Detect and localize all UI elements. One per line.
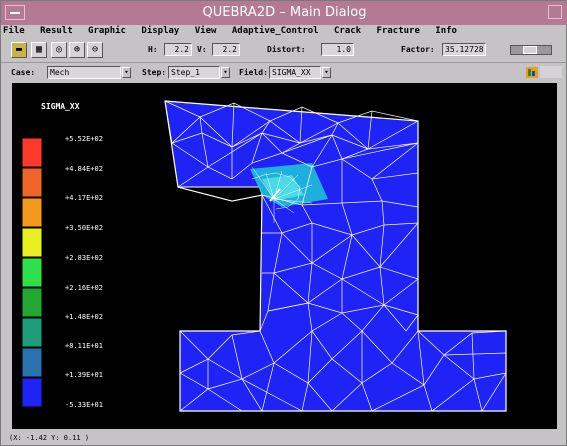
- h-label: H:: [148, 45, 158, 54]
- menu-view[interactable]: View: [194, 26, 217, 36]
- legend-swatch: [21, 347, 43, 378]
- factor-input[interactable]: 35.12728: [442, 43, 486, 56]
- zoom-icon[interactable]: ◎: [51, 42, 67, 58]
- color-legend-bar: [21, 138, 43, 408]
- field-select[interactable]: SIGMA_XX: [269, 66, 321, 79]
- fem-mesh: [164, 100, 507, 412]
- menu-result[interactable]: Result: [40, 26, 73, 36]
- legend-label: +1.48E+02: [65, 313, 103, 321]
- window-title: QUEBRA2D – Main Dialog: [202, 5, 367, 20]
- legend-label: -5.33E+01: [65, 401, 103, 409]
- menu-display[interactable]: Display: [141, 26, 180, 36]
- toolbar-divider: [1, 62, 567, 63]
- legend-swatch: [21, 167, 43, 198]
- factor-slider[interactable]: [510, 45, 552, 55]
- tecgraf-logo-icon: [526, 66, 562, 78]
- legend-swatch: [21, 227, 43, 258]
- legend-label: +5.52E+02: [65, 135, 103, 143]
- menu-adaptive-control[interactable]: Adaptive_Control: [231, 26, 319, 36]
- menu-graphic[interactable]: Graphic: [88, 26, 126, 36]
- v-label: V:: [197, 45, 207, 54]
- step-select[interactable]: Step_1: [168, 66, 220, 79]
- window-menu-button[interactable]: [5, 5, 25, 20]
- legend-label: +3.50E+02: [65, 224, 103, 232]
- case-select[interactable]: Mech: [47, 66, 121, 79]
- cursor-coordinates: (X: -1.42 Y: 0.11 ): [9, 434, 90, 442]
- legend-swatch: [21, 287, 43, 318]
- slider-thumb[interactable]: [523, 46, 537, 54]
- toolbar: ▬ ▦ ◎ ⊕ ⊖ H: 2.2 V: 2.2 Distort: 1.0 Fac…: [1, 41, 567, 61]
- legend-swatch: [21, 197, 43, 228]
- title-bar: QUEBRA2D – Main Dialog: [1, 1, 567, 25]
- v-input[interactable]: 2.2: [212, 43, 240, 56]
- step-label: Step:: [142, 68, 167, 77]
- legend-swatch: [21, 138, 43, 168]
- legend-label: +2.16E+02: [65, 284, 103, 292]
- legend-label: +8.11E+01: [65, 342, 103, 350]
- field-label: Field:: [239, 68, 268, 77]
- menu-info[interactable]: Info: [435, 26, 457, 36]
- maximize-button[interactable]: [548, 5, 562, 19]
- legend-swatch: [21, 317, 43, 348]
- legend-label: +4.84E+02: [65, 165, 103, 173]
- legend-label: +2.83E+02: [65, 254, 103, 262]
- case-dropdown-icon[interactable]: ▾: [122, 67, 131, 78]
- distort-label: Distort:: [267, 45, 306, 54]
- case-label: Case:: [11, 68, 36, 77]
- mesh-viewport[interactable]: [12, 83, 557, 429]
- field-dropdown-icon[interactable]: ▾: [322, 67, 331, 78]
- menu-fracture[interactable]: Fracture: [376, 26, 420, 36]
- save-icon[interactable]: ▦: [31, 42, 47, 58]
- legend-label: +1.39E+01: [65, 371, 103, 379]
- open-folder-icon[interactable]: ▬: [11, 42, 27, 58]
- legend-swatch: [21, 257, 43, 288]
- step-dropdown-icon[interactable]: ▾: [221, 67, 230, 78]
- menu-crack[interactable]: Crack: [334, 26, 362, 36]
- menu-bar: File Result Graphic Display View Adaptiv…: [3, 26, 467, 40]
- h-input[interactable]: 2.2: [164, 43, 192, 56]
- zoom-in-icon[interactable]: ⊕: [69, 42, 85, 58]
- zoom-out-icon[interactable]: ⊖: [87, 42, 103, 58]
- menu-file[interactable]: File: [3, 26, 25, 36]
- legend-label: +4.17E+02: [65, 194, 103, 202]
- distort-input[interactable]: 1.0: [321, 43, 354, 56]
- factor-label: Factor:: [401, 45, 435, 54]
- legend-swatch: [21, 377, 43, 408]
- legend-title: SIGMA_XX: [41, 102, 80, 111]
